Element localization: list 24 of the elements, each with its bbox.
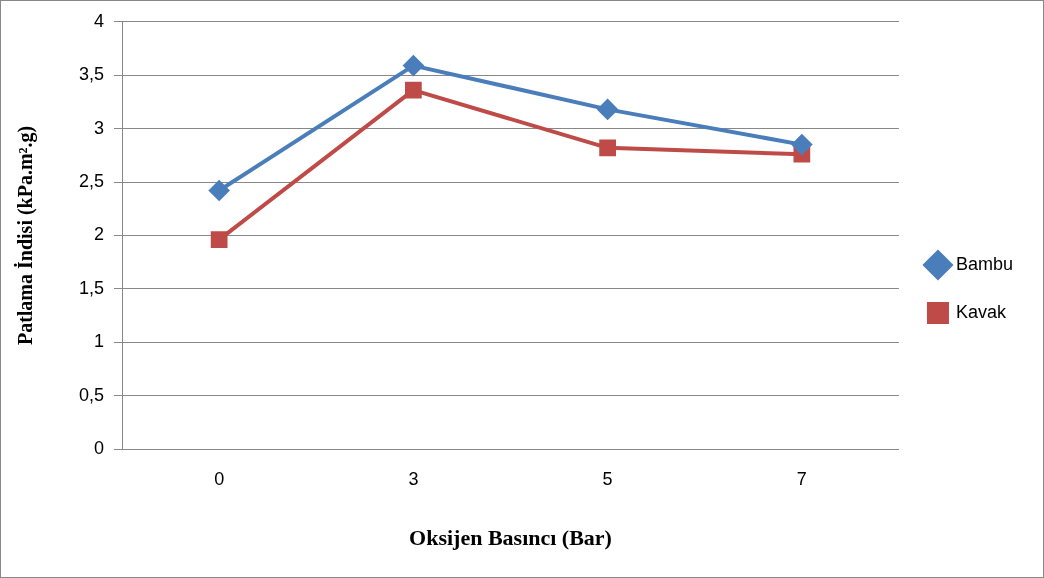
x-tick-label: 3	[408, 468, 419, 489]
point	[791, 134, 812, 155]
y-tick-label: 3,5	[78, 64, 105, 85]
y-tick-label: 2,5	[78, 170, 105, 191]
point	[403, 55, 424, 76]
y-tick-label: 1,5	[78, 277, 105, 298]
y-tick-label: 4	[94, 10, 105, 31]
y-tick-label: 0,5	[78, 384, 105, 405]
point	[599, 139, 616, 157]
y-tick-label: 2	[94, 224, 105, 245]
y-tick-label: 0	[94, 437, 105, 458]
legend-label: Bambu	[955, 253, 1014, 274]
point	[405, 81, 422, 99]
x-tick-label: 7	[796, 468, 807, 489]
x-axis-title: Oksijen Basıncı (Bar)	[409, 525, 612, 551]
x-tick-label: 0	[214, 468, 225, 489]
point	[209, 180, 230, 201]
point	[210, 231, 228, 249]
point	[597, 99, 618, 120]
y-axis-title: Patlama İndisi (kPa.m².g)	[13, 125, 38, 346]
y-tick-label: 1	[94, 331, 105, 352]
legend-label: Kavak	[955, 301, 1007, 322]
x-tick-label: 5	[602, 468, 613, 489]
y-tick-label: 3	[94, 117, 105, 138]
